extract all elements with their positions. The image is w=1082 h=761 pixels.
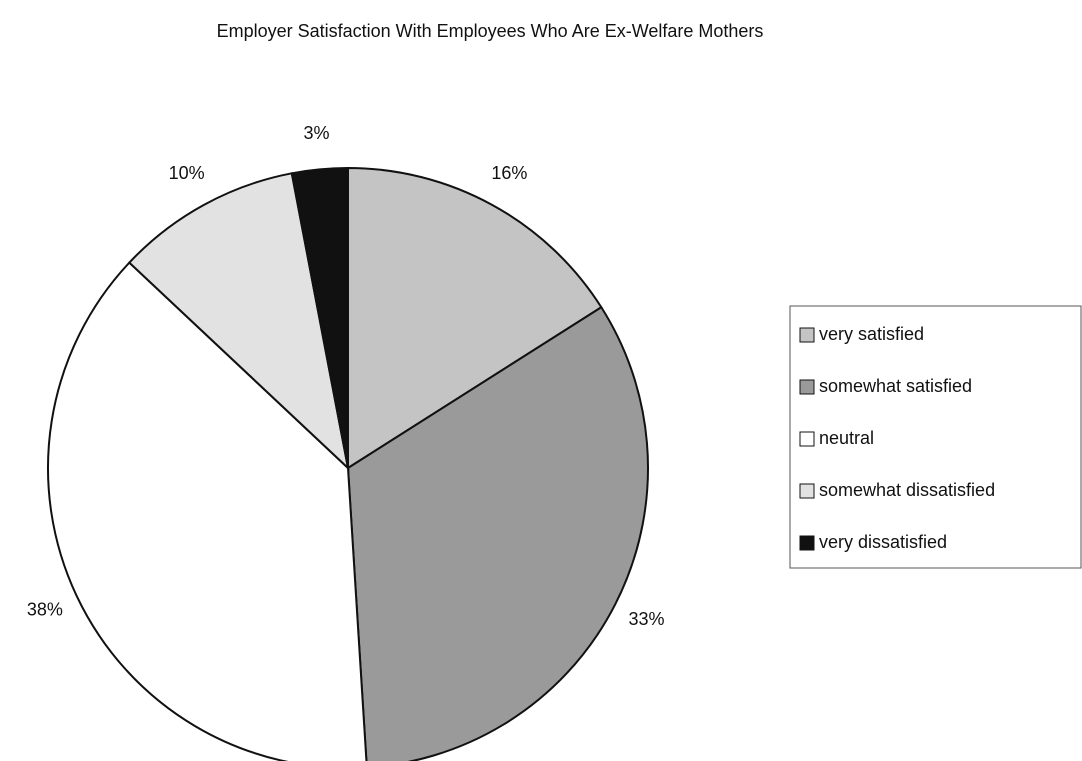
legend-label: very satisfied [819,324,924,344]
legend-swatch [799,483,815,499]
legend-swatch [799,431,815,447]
pie-slice [47,261,368,761]
data-label: 38% [27,599,63,619]
legend-label: somewhat dissatisfied [819,480,995,500]
chart-title: Employer Satisfaction With Employees Who… [217,21,764,41]
data-label: 3% [303,123,329,143]
pie-slice [127,172,350,471]
legend-label: somewhat satisfied [819,376,972,396]
legend-swatch [799,379,815,395]
pie-slice [347,166,603,470]
pie-slice [290,166,349,469]
pie-slice [346,305,649,761]
data-label: 16% [491,163,527,183]
legend-label: very dissatisfied [819,532,947,552]
data-label: 33% [628,609,664,629]
legend-swatch [799,535,815,551]
legend-label: neutral [819,428,874,448]
legend-box [789,305,1082,569]
legend-swatch [799,327,815,343]
data-label: 10% [169,163,205,183]
